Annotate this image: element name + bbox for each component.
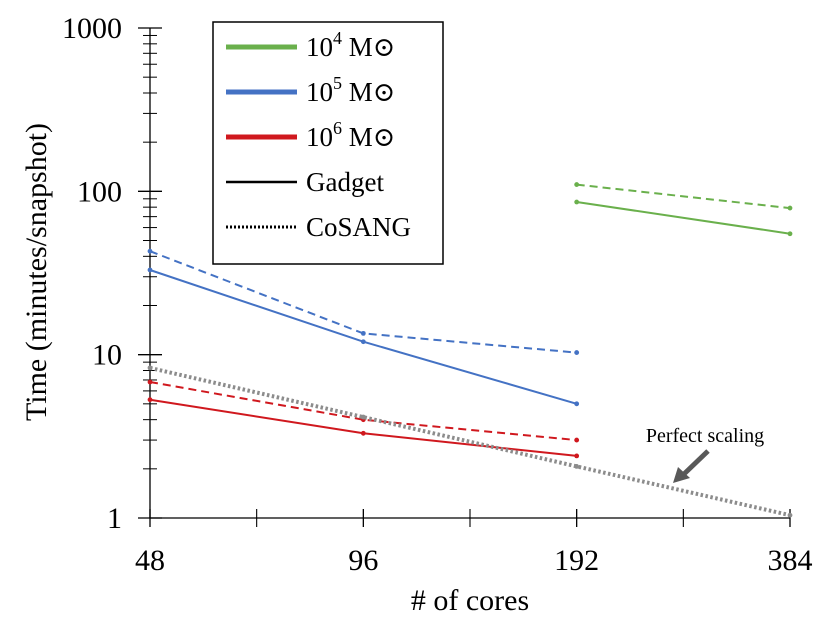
legend-label: 105 M⊙ — [306, 73, 395, 107]
data-point — [574, 463, 580, 469]
axes: 1 10 100 1000 48 96 192 384 — [62, 12, 813, 577]
data-point — [147, 379, 153, 385]
annotation-arrow-head — [673, 467, 690, 483]
data-point — [360, 339, 366, 345]
data-point — [360, 330, 366, 336]
data-point — [147, 397, 153, 403]
data-point — [574, 437, 580, 443]
data-point — [574, 401, 580, 407]
data-point — [574, 453, 580, 459]
data-point — [787, 231, 793, 237]
y-tick-label: 1 — [107, 502, 122, 535]
annotation-layer: Perfect scaling — [646, 425, 764, 483]
data-point — [574, 182, 580, 187]
data-point — [360, 414, 366, 420]
series-10e4-gadget — [576, 201, 791, 235]
data-point — [787, 512, 793, 518]
annotation-arrow-line — [682, 449, 710, 476]
data-point — [147, 267, 153, 273]
perfect-scaling-line — [149, 365, 791, 518]
series-10e4-cosang — [576, 183, 791, 210]
data-point — [360, 430, 366, 436]
x-tick-label: 96 — [348, 544, 378, 577]
series-layer — [147, 182, 793, 518]
legend: 104 M⊙ 105 M⊙ 106 M⊙ Gadget CoSANG — [212, 21, 444, 265]
annotation-perfect-scaling: Perfect scaling — [646, 425, 764, 447]
data-point — [147, 248, 153, 254]
x-axis-label: # of cores — [411, 584, 529, 617]
series-10e6-cosang — [149, 381, 577, 442]
y-tick-label: 100 — [77, 175, 122, 208]
y-tick-label: 1000 — [62, 12, 122, 45]
data-point — [147, 365, 153, 371]
legend-label: 106 M⊙ — [306, 118, 395, 152]
legend-label: Gadget — [306, 167, 384, 197]
series-10e5-cosang — [149, 250, 577, 354]
legend-label: 104 M⊙ — [306, 28, 395, 62]
data-point — [787, 205, 793, 211]
x-tick-label: 192 — [554, 544, 599, 577]
data-point — [574, 350, 580, 355]
legend-label: CoSANG — [306, 212, 411, 242]
data-point — [574, 199, 580, 205]
x-tick-label: 384 — [768, 544, 813, 577]
y-tick-label: 10 — [92, 339, 122, 372]
x-tick-label: 48 — [135, 544, 165, 577]
y-axis-label: Time (minutes/snapshot) — [20, 123, 53, 421]
series-10e6-gadget — [149, 398, 577, 457]
legend-box — [212, 21, 444, 265]
